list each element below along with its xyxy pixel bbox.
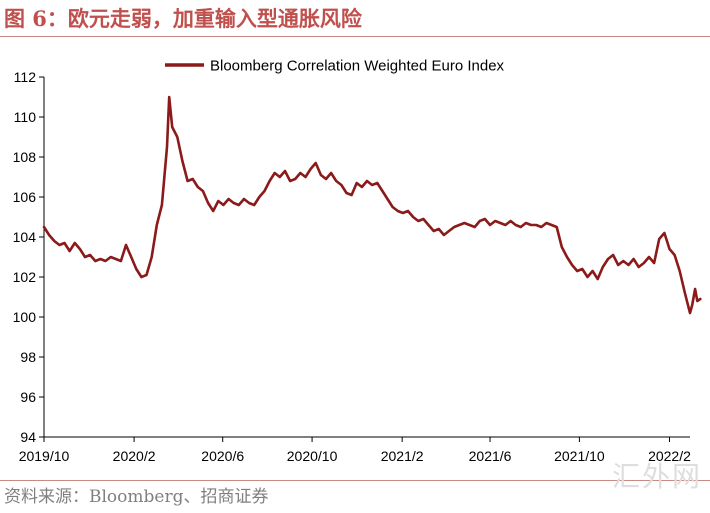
y-tick-label: 102: [13, 269, 37, 285]
y-tick-label: 110: [14, 109, 37, 125]
y-tick-label: 104: [13, 229, 37, 245]
x-tick-label: 2021/2: [381, 448, 424, 464]
y-tick-label: 94: [20, 429, 36, 445]
series-line-euro-index: [42, 95, 702, 315]
chart-legend: Bloomberg Correlation Weighted Euro Inde…: [165, 58, 505, 75]
title-divider: [0, 36, 710, 37]
y-axis: 94 96 98 100 102 104 106 108 110 112: [13, 69, 45, 445]
x-tick-label: 2021/6: [469, 448, 512, 464]
y-tick-label: 98: [20, 349, 36, 365]
y-tick-label: 100: [13, 309, 37, 325]
watermark: 汇外网: [611, 460, 702, 493]
figure-title: 图 6：欧元走弱，加重输入型通胀风险: [4, 6, 362, 31]
y-tick-label: 106: [13, 189, 37, 205]
series-layer: [42, 95, 702, 315]
y-tick-label: 96: [20, 389, 36, 405]
y-tick-label: 112: [14, 69, 37, 85]
source-divider: [0, 480, 710, 481]
x-tick-label: 2020/6: [201, 448, 244, 464]
x-tick-label: 2019/10: [19, 448, 70, 464]
x-axis: 2019/10 2020/2 2020/6 2020/10 2021/2 2021/6 20…: [19, 436, 691, 464]
line-chart: Bloomberg Correlation Weighted Euro Inde…: [13, 58, 702, 464]
x-tick-label: 2020/2: [113, 448, 156, 464]
y-tick-label: 108: [13, 149, 37, 165]
legend-label-euro-index: Bloomberg Correlation Weighted Euro Inde…: [210, 58, 505, 75]
x-tick-label: 2022/2: [648, 448, 691, 464]
x-tick-label: 2020/10: [287, 448, 338, 464]
source-note: 资料来源：Bloomberg、招商证券: [4, 487, 269, 507]
x-tick-label: 2021/10: [554, 448, 605, 464]
